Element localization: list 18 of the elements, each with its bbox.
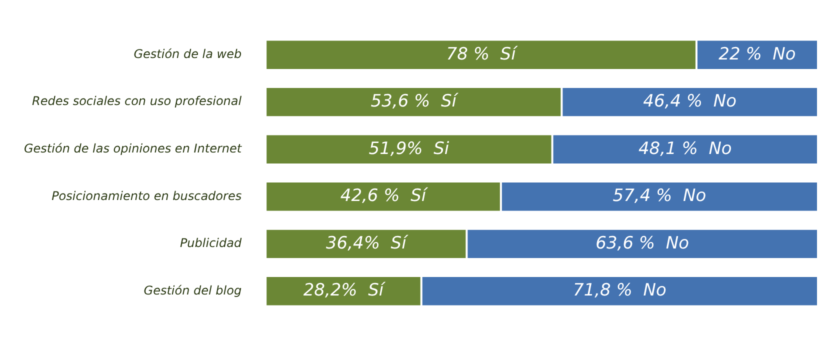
y-tick-label: Gestión de las opiniones en Internet <box>24 141 243 156</box>
data-label: 51,9% Si <box>368 138 450 159</box>
data-label: 53,6 % Sí <box>370 92 459 112</box>
y-tick-label: Gestión del blog <box>144 283 242 298</box>
data-label: 42,6 % Sí <box>340 186 428 206</box>
y-tick-label: Redes sociales con uso profesional <box>32 94 242 108</box>
y-tick-label: Publicidad <box>180 236 242 250</box>
data-label: 63,6 % No <box>596 233 690 254</box>
data-label: 48,1 % No <box>638 138 732 159</box>
data-label: 36,4% Sí <box>326 233 409 254</box>
data-label: 46,4 % No <box>643 92 737 112</box>
data-label: 22 % No <box>718 44 796 64</box>
data-label: 71,8 % No <box>573 280 666 301</box>
data-label: 28,2% Sí <box>303 280 386 301</box>
y-tick-label: Posicionamiento en buscadores <box>52 188 242 203</box>
y-tick-label: Gestión de la web <box>134 46 242 61</box>
data-label: 78 % Sí <box>446 44 518 64</box>
data-label: 57,4 % No <box>612 186 706 206</box>
